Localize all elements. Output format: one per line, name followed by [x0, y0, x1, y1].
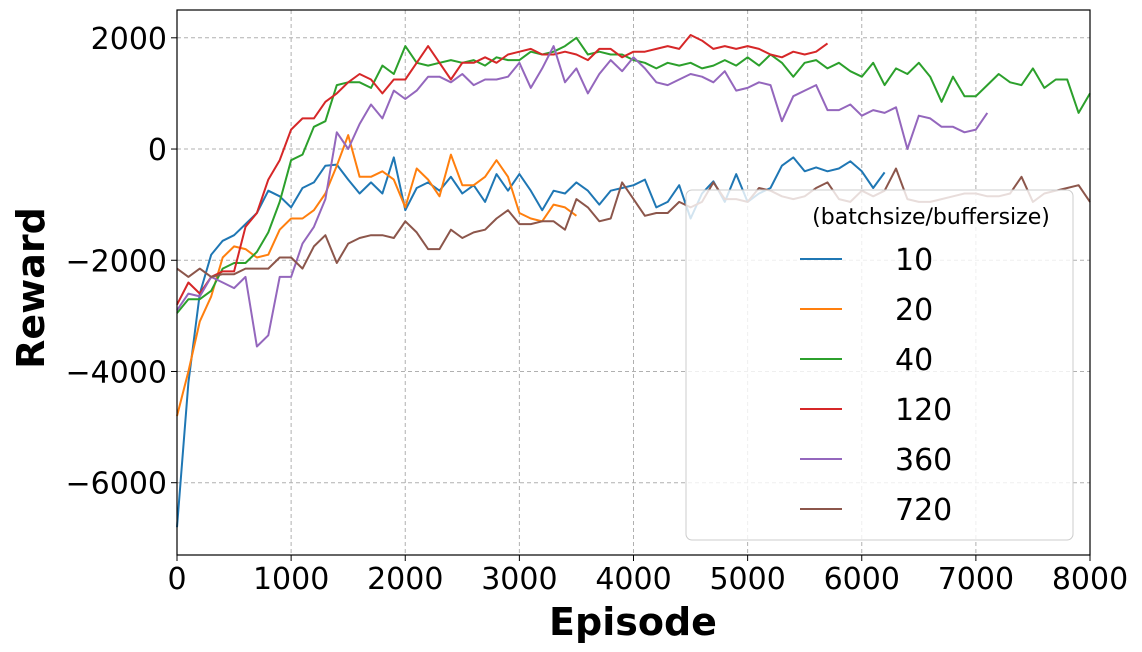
legend-label-40: 40 — [895, 343, 933, 378]
y-tick-label: 0 — [148, 133, 167, 168]
x-axis-label: Episode — [549, 600, 717, 644]
y-axis-label: Reward — [9, 207, 53, 369]
x-tick-label: 6000 — [824, 562, 900, 597]
x-tick-label: 7000 — [938, 562, 1014, 597]
legend: (batchsize/buffersize) 10 20 40 120 360 720 — [685, 189, 1074, 541]
y-axis: 2000 0 −2000 −4000 −6000 — [66, 22, 177, 502]
legend-label-360: 360 — [895, 443, 952, 478]
x-axis: 0 1000 2000 3000 4000 5000 6000 7000 8000 — [167, 555, 1128, 597]
legend-label-120: 120 — [895, 393, 952, 428]
y-tick-label: −6000 — [66, 467, 167, 502]
grid-lines — [176, 10, 1091, 555]
legend-items: 10 20 40 120 360 720 — [800, 243, 952, 528]
legend-box — [685, 189, 1074, 541]
y-tick-label: 2000 — [91, 22, 167, 57]
legend-title: (batchsize/buffersize) — [812, 205, 1050, 230]
series-line-360 — [176, 45, 989, 348]
series-line-40 — [176, 36, 1091, 314]
series-line-120 — [176, 34, 829, 306]
x-tick-label: 8000 — [1052, 562, 1128, 597]
x-tick-label: 0 — [167, 562, 186, 597]
x-tick-label: 5000 — [709, 562, 785, 597]
x-tick-label: 3000 — [481, 562, 557, 597]
x-tick-label: 1000 — [253, 562, 329, 597]
x-tick-label: 2000 — [367, 562, 443, 597]
y-tick-label: −2000 — [66, 244, 167, 279]
y-tick-label: −4000 — [66, 355, 167, 390]
legend-label-20: 20 — [895, 293, 933, 328]
legend-label-720: 720 — [895, 493, 952, 528]
series-line-20 — [176, 134, 577, 417]
x-tick-label: 4000 — [595, 562, 671, 597]
legend-label-10: 10 — [895, 243, 933, 278]
